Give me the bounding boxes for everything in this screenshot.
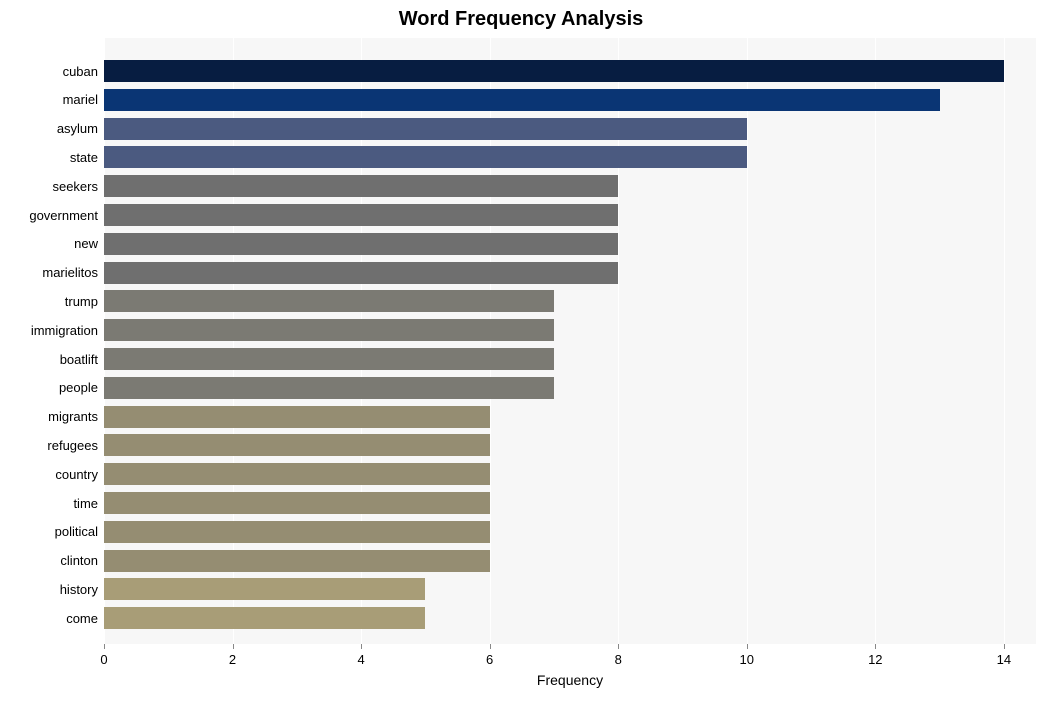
y-tick-label: asylum — [57, 122, 98, 135]
x-tick-label: 10 — [740, 652, 754, 667]
bar — [104, 550, 490, 572]
grid-line — [875, 38, 876, 644]
bar — [104, 607, 425, 629]
y-tick-label: immigration — [31, 324, 98, 337]
x-tick-mark — [104, 644, 105, 649]
grid-line — [747, 38, 748, 644]
y-tick-label: mariel — [63, 93, 98, 106]
bar — [104, 175, 618, 197]
x-tick-label: 0 — [100, 652, 107, 667]
bar — [104, 262, 618, 284]
bar — [104, 434, 490, 456]
y-tick-label: state — [70, 151, 98, 164]
y-tick-label: country — [55, 468, 98, 481]
bar — [104, 118, 747, 140]
x-tick-mark — [490, 644, 491, 649]
y-tick-label: trump — [65, 295, 98, 308]
bar — [104, 290, 554, 312]
y-tick-label: boatlift — [60, 353, 98, 366]
bar — [104, 521, 490, 543]
chart-title: Word Frequency Analysis — [0, 8, 1042, 31]
y-tick-label: refugees — [47, 439, 98, 452]
x-tick-mark — [1004, 644, 1005, 649]
y-tick-label: cuban — [63, 65, 98, 78]
word-frequency-chart: Word Frequency Analysis Frequency 0 2 4 6 8 1… — [0, 0, 1042, 701]
bar — [104, 492, 490, 514]
bar — [104, 348, 554, 370]
x-tick-label: 6 — [486, 652, 493, 667]
bar — [104, 463, 490, 485]
bar — [104, 578, 425, 600]
x-tick-label: 4 — [357, 652, 364, 667]
x-tick-label: 14 — [997, 652, 1011, 667]
bar — [104, 233, 618, 255]
bar — [104, 146, 747, 168]
bar — [104, 319, 554, 341]
grid-line — [1004, 38, 1005, 644]
x-tick-mark — [361, 644, 362, 649]
x-tick-mark — [875, 644, 876, 649]
y-tick-label: marielitos — [42, 266, 98, 279]
y-tick-label: time — [73, 497, 98, 510]
y-tick-label: clinton — [60, 554, 98, 567]
x-tick-mark — [618, 644, 619, 649]
x-tick-mark — [233, 644, 234, 649]
y-tick-label: history — [60, 583, 98, 596]
bar — [104, 377, 554, 399]
y-tick-label: political — [55, 525, 98, 538]
bar — [104, 60, 1004, 82]
y-tick-label: seekers — [52, 180, 98, 193]
bar — [104, 204, 618, 226]
x-axis-title: Frequency — [104, 672, 1036, 688]
x-tick-label: 2 — [229, 652, 236, 667]
x-tick-label: 8 — [615, 652, 622, 667]
y-tick-label: come — [66, 612, 98, 625]
x-tick-mark — [747, 644, 748, 649]
plot-area — [104, 38, 1036, 644]
bar — [104, 89, 940, 111]
y-tick-label: new — [74, 237, 98, 250]
y-tick-label: migrants — [48, 410, 98, 423]
bar — [104, 406, 490, 428]
x-tick-label: 12 — [868, 652, 882, 667]
y-tick-label: people — [59, 381, 98, 394]
y-tick-label: government — [29, 209, 98, 222]
